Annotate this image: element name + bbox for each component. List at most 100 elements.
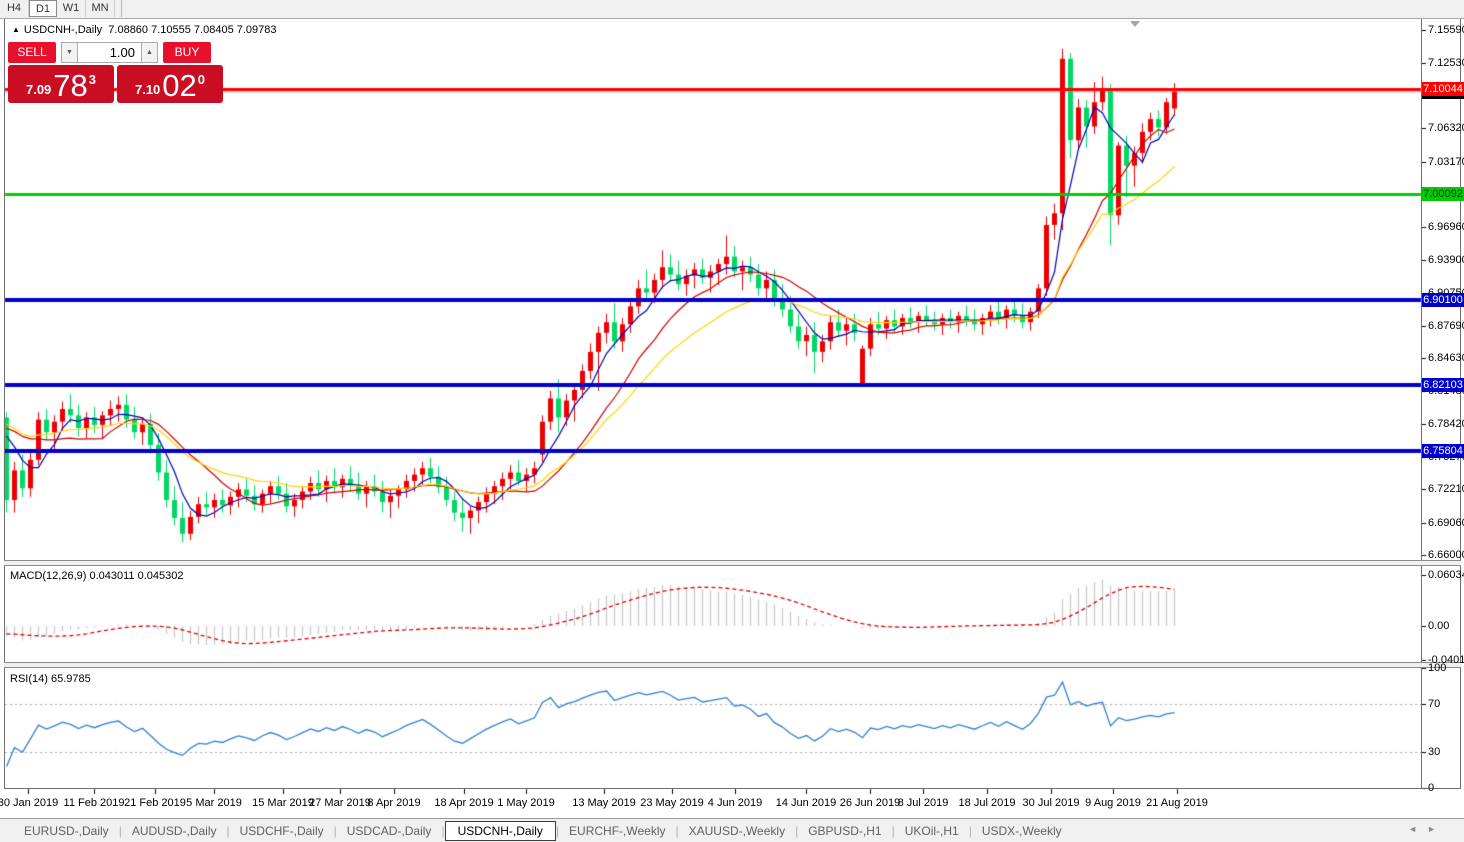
symbol-tab-eurusd[interactable]: EURUSD-,Daily	[24, 823, 109, 838]
axis-separator	[1421, 18, 1422, 788]
rsi-axis-label: 0	[1428, 782, 1435, 794]
price-axis-label: 7.06320	[1428, 122, 1464, 135]
chart-symbol-label: USDCNH-,Daily	[23, 24, 103, 36]
symbol-tab-eurchf[interactable]: EURCHF-,Weekly	[569, 823, 666, 838]
price-axis-label: 6.87690	[1428, 319, 1464, 332]
price-axis-label: 6.66000	[1428, 549, 1464, 561]
sell-price-box[interactable]: 7.09 78 3	[8, 65, 114, 103]
symbol-tab-usdcnh[interactable]: USDCNH-,Daily	[444, 820, 556, 841]
date-axis-label: 26 Jun 2019	[839, 797, 901, 809]
price-axis-label: 7.12530	[1428, 56, 1464, 69]
trade-controls-row: SELL ▼ ▲ BUY	[8, 42, 229, 63]
macd-label: MACD(12,26,9) 0.043011 0.045302	[10, 570, 184, 582]
tab-separator: |	[118, 823, 122, 838]
date-axis-label: 18 Apr 2019	[434, 797, 494, 809]
chart-shift-marker-icon[interactable]	[1130, 21, 1140, 27]
buy-button[interactable]: BUY	[163, 42, 211, 63]
timeframe-button-mn[interactable]: MN	[86, 0, 115, 17]
date-axis-label: 13 May 2019	[572, 797, 636, 809]
tab-scroll-left-icon[interactable]: ◄	[1408, 824, 1428, 834]
date-axis-label: 4 Jun 2019	[707, 797, 763, 809]
price-badge: 6.82103	[1422, 377, 1464, 392]
chart-title: ▲ USDCNH-,Daily 7.08860 7.10555 7.08405 7…	[12, 24, 277, 36]
symbol-tab-usdchf[interactable]: USDCHF-,Daily	[239, 823, 324, 838]
macd-value-main: 0.043011	[89, 570, 135, 582]
symbol-tab-xauusd[interactable]: XAUUSD-,Weekly	[688, 823, 786, 838]
rsi-splitter[interactable]	[4, 662, 1461, 663]
sell-button[interactable]: SELL	[8, 42, 56, 63]
symbol-tab-audusd[interactable]: AUDUSD-,Daily	[131, 823, 217, 838]
date-axis-label: 8 Apr 2019	[367, 797, 421, 809]
date-axis-label: 8 Jul 2019	[897, 797, 949, 809]
tab-scroll-arrows: ◄►	[1408, 824, 1446, 834]
toolbar-separator	[115, 0, 122, 17]
date-axis-border	[4, 788, 1461, 789]
date-axis-label: 23 May 2019	[640, 797, 704, 809]
date-axis-label: 15 Mar 2019	[252, 797, 314, 809]
rsi-splitter-edge	[4, 667, 1461, 668]
tab-separator: |	[968, 823, 972, 838]
chart-ohlc-values: 7.08860 7.10555 7.08405 7.09783	[108, 24, 277, 36]
rsi-name: RSI(14)	[10, 673, 48, 685]
rsi-label: RSI(14) 65.9785	[10, 673, 91, 685]
macd-splitter-edge	[4, 565, 1461, 566]
macd-splitter[interactable]	[4, 560, 1461, 561]
tab-separator: |	[333, 823, 337, 838]
price-badge: 6.90100	[1422, 293, 1464, 307]
sell-price-prefix: 7.09	[25, 82, 52, 97]
date-axis-label: 18 Jul 2019	[958, 797, 1016, 809]
symbol-tab-gbpusd[interactable]: GBPUSD-,H1	[808, 823, 882, 838]
timeframe-toolbar: H4 D1 W1 MN	[0, 0, 1464, 19]
tab-separator: |	[675, 823, 679, 838]
macd-splitter-groove[interactable]	[4, 561, 1461, 565]
date-axis-label: 1 May 2019	[497, 797, 555, 809]
sell-price-pips: 78	[53, 68, 88, 103]
macd-value-signal: 0.045302	[137, 570, 184, 582]
rsi-axis-label: 70	[1428, 698, 1441, 710]
timeframe-button-h4[interactable]: H4	[0, 0, 29, 17]
buy-price-pips: 02	[162, 68, 197, 103]
tab-scroll-right-icon[interactable]: ►	[1427, 824, 1446, 834]
macd-axis-label: -0.040136	[1428, 653, 1464, 666]
volume-decrease-button[interactable]: ▼	[61, 42, 78, 63]
symbol-tab-ukoil[interactable]: UKOil-,H1	[904, 823, 959, 838]
buy-price-point: 0	[197, 72, 206, 87]
macd-axis-label: 0.060343	[1428, 569, 1464, 581]
rsi-value: 65.9785	[50, 673, 91, 685]
timeframe-button-d1[interactable]: D1	[29, 0, 57, 17]
symbol-tab-bar: EURUSD-,Daily | AUDUSD-,Daily | USDCHF-,Dail…	[0, 818, 1464, 842]
volume-increase-button[interactable]: ▲	[141, 42, 158, 63]
chart-window-left-border	[4, 18, 5, 788]
macd-axis-label: 0.00	[1428, 620, 1450, 632]
price-axis-label: 6.84630	[1428, 351, 1464, 364]
tab-separator: |	[891, 823, 895, 838]
price-axis-label: 6.72210	[1428, 483, 1464, 496]
date-axis-label: 11 Feb 2019	[63, 797, 125, 809]
date-axis-label: 21 Aug 2019	[1146, 797, 1208, 809]
tab-separator: |	[555, 823, 560, 838]
price-axis-label: 7.15590	[1428, 24, 1464, 37]
date-axis-label: 21 Feb 2019	[124, 797, 186, 809]
price-badge: 6.75804	[1422, 444, 1464, 459]
date-axis-label: 30 Jul 2019	[1022, 797, 1080, 809]
chart-window-right-border	[1460, 18, 1461, 788]
date-axis-label: 14 Jun 2019	[775, 797, 837, 809]
date-axis-label: 5 Mar 2019	[186, 797, 242, 809]
price-axis-label: 6.93900	[1428, 253, 1464, 266]
tab-separator: |	[226, 823, 230, 838]
rsi-splitter-groove[interactable]	[4, 663, 1461, 667]
date-axis-label: 27 Mar 2019	[309, 797, 371, 809]
tab-separator: |	[441, 823, 445, 838]
date-axis-label: 9 Aug 2019	[1085, 797, 1141, 809]
symbol-tab-usdcad[interactable]: USDCAD-,Daily	[346, 823, 432, 838]
symbol-marker-icon: ▲	[12, 25, 20, 34]
one-click-trade-panel: SELL ▼ ▲ BUY 7.09 78 3 7.10 02 0	[8, 42, 229, 103]
buy-price-box[interactable]: 7.10 02 0	[117, 65, 223, 103]
volume-input[interactable]	[78, 42, 141, 63]
trade-prices-row: 7.09 78 3 7.10 02 0	[8, 65, 229, 103]
price-badge: 7.10044	[1422, 82, 1464, 96]
timeframe-button-w1[interactable]: W1	[57, 0, 86, 17]
price-badge: 7.00092	[1422, 187, 1464, 202]
symbol-tab-usdx[interactable]: USDX-,Weekly	[981, 823, 1062, 838]
